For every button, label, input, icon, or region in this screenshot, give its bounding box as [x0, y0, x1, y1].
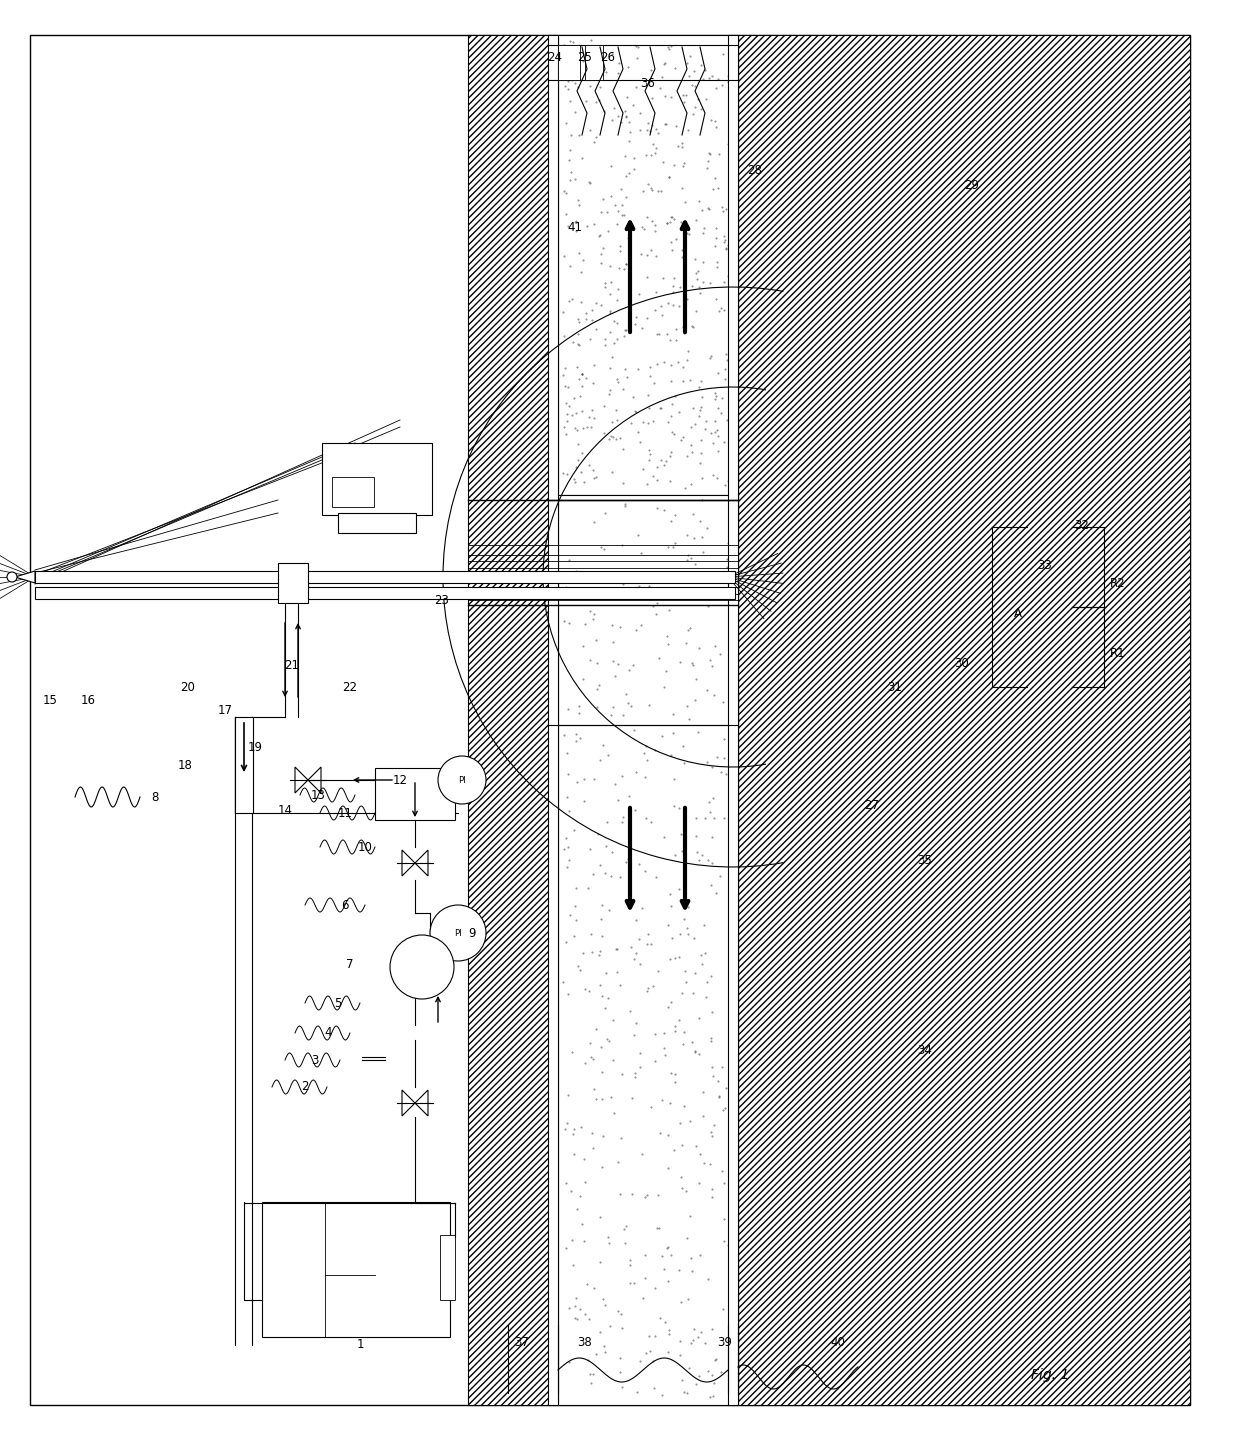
Text: 37: 37	[515, 1337, 529, 1349]
Text: 20: 20	[181, 681, 196, 694]
Bar	[558, 695, 738, 1406]
Text: 13: 13	[310, 789, 325, 802]
Text: 4: 4	[324, 1026, 332, 1039]
Bar	[728, 35, 738, 1406]
Text: R2: R2	[1110, 576, 1126, 589]
Bar	[35, 586, 735, 599]
Circle shape	[7, 572, 17, 582]
Text: 16: 16	[81, 694, 95, 707]
Text: 32: 32	[1075, 518, 1090, 531]
Text: 22: 22	[342, 681, 357, 694]
Text: 5: 5	[335, 997, 342, 1010]
Text: 18: 18	[177, 758, 192, 771]
Circle shape	[430, 905, 486, 960]
Text: 28: 28	[748, 163, 763, 176]
Text: 31: 31	[888, 681, 903, 694]
Bar	[440, 1235, 455, 1299]
Bar	[585, 45, 603, 80]
Bar	[236, 717, 253, 813]
Text: 15: 15	[42, 694, 57, 707]
Text: 6: 6	[341, 899, 348, 911]
Text: R1: R1	[1110, 646, 1126, 659]
Text: 39: 39	[718, 1337, 733, 1349]
Text: 41: 41	[568, 221, 583, 233]
Text: 40: 40	[831, 1337, 846, 1349]
Text: PI: PI	[459, 776, 466, 784]
Text: 10: 10	[357, 841, 372, 854]
Text: 24: 24	[548, 51, 563, 64]
Text: 33: 33	[1038, 559, 1053, 572]
Text: 36: 36	[641, 77, 656, 90]
Bar	[262, 1202, 450, 1337]
Circle shape	[438, 757, 486, 805]
Bar	[339, 514, 415, 533]
Text: 34: 34	[918, 1043, 932, 1056]
Text: 29: 29	[965, 179, 980, 192]
Text: 2: 2	[301, 1081, 309, 1094]
Bar	[548, 35, 558, 1406]
Bar	[738, 35, 1190, 1406]
Text: Fig. 1: Fig. 1	[1030, 1368, 1069, 1382]
Text: 26: 26	[600, 51, 615, 64]
Text: 23: 23	[434, 594, 449, 607]
Polygon shape	[15, 570, 35, 583]
Text: 35: 35	[918, 854, 932, 867]
Circle shape	[391, 936, 454, 1000]
Text: 8: 8	[151, 790, 159, 803]
Text: PI: PI	[454, 928, 461, 937]
Text: 7: 7	[346, 959, 353, 972]
Text: 1: 1	[356, 1339, 363, 1352]
Bar	[558, 495, 738, 725]
Text: 25: 25	[578, 51, 593, 64]
Text: A: A	[1014, 607, 1022, 620]
Text: 12: 12	[393, 774, 408, 787]
Bar	[35, 570, 735, 583]
Text: 27: 27	[864, 799, 879, 812]
Text: 3: 3	[311, 1053, 319, 1067]
Text: 14: 14	[278, 803, 293, 816]
Bar	[467, 35, 558, 1406]
Bar	[322, 442, 432, 515]
Bar	[278, 563, 308, 602]
Text: 21: 21	[284, 659, 300, 672]
Text: 9: 9	[469, 927, 476, 940]
Bar	[332, 477, 374, 506]
Text: 30: 30	[955, 656, 970, 669]
Bar	[558, 35, 738, 495]
Bar	[374, 768, 455, 821]
Bar	[558, 45, 580, 80]
Text: 19: 19	[248, 741, 263, 754]
Text: 17: 17	[217, 704, 233, 716]
Text: 11: 11	[337, 806, 352, 819]
Text: 38: 38	[578, 1337, 593, 1349]
